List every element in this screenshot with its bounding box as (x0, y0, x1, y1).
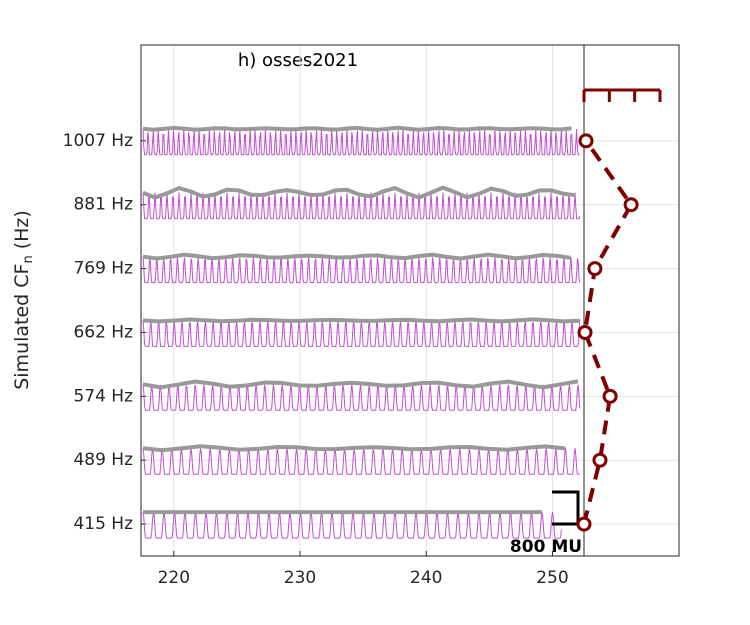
data-point (587, 261, 603, 277)
envelope (142, 125, 572, 132)
envelope (142, 185, 576, 200)
data-point (577, 324, 593, 340)
x-tick-label: 220 (158, 568, 190, 588)
envelope (142, 379, 579, 390)
y-tick-label: 574 Hz (73, 386, 133, 406)
y-label-main: Simulated CF (11, 264, 33, 390)
y-tick-label: 769 Hz (73, 259, 133, 279)
waveform (142, 256, 581, 284)
x-tick-label: 230 (284, 568, 316, 588)
waveform (142, 448, 580, 475)
y-tick-label: 1007 Hz (63, 131, 133, 151)
envelope (142, 317, 580, 324)
waveform (142, 511, 562, 539)
scale-bar-label: 800 MU (510, 537, 582, 557)
data-point (592, 452, 608, 468)
x-tick-label: 240 (410, 568, 442, 588)
scale-bar (552, 490, 580, 526)
y-label-sub: n (21, 255, 36, 263)
x-tick-label: 250 (536, 568, 568, 588)
waveform (142, 320, 581, 347)
waveform (142, 384, 581, 411)
y-label-unit: (Hz) (11, 210, 33, 249)
y-axis-label: Simulated CFn (Hz) (11, 210, 36, 390)
y-tick-label: 415 Hz (73, 514, 133, 534)
waveform (142, 128, 580, 156)
data-point (623, 197, 639, 213)
chart-title: h) osses2021 (238, 50, 358, 71)
y-tick-label: 489 Hz (73, 450, 133, 470)
plot-frame (140, 44, 680, 557)
waveform (142, 192, 581, 220)
y-tick-label: 881 Hz (73, 195, 133, 215)
envelope (142, 252, 572, 261)
envelope (142, 444, 566, 453)
data-point (578, 133, 594, 149)
data-point (602, 388, 618, 404)
data-point (576, 516, 592, 532)
y-tick-label: 662 Hz (73, 322, 133, 342)
